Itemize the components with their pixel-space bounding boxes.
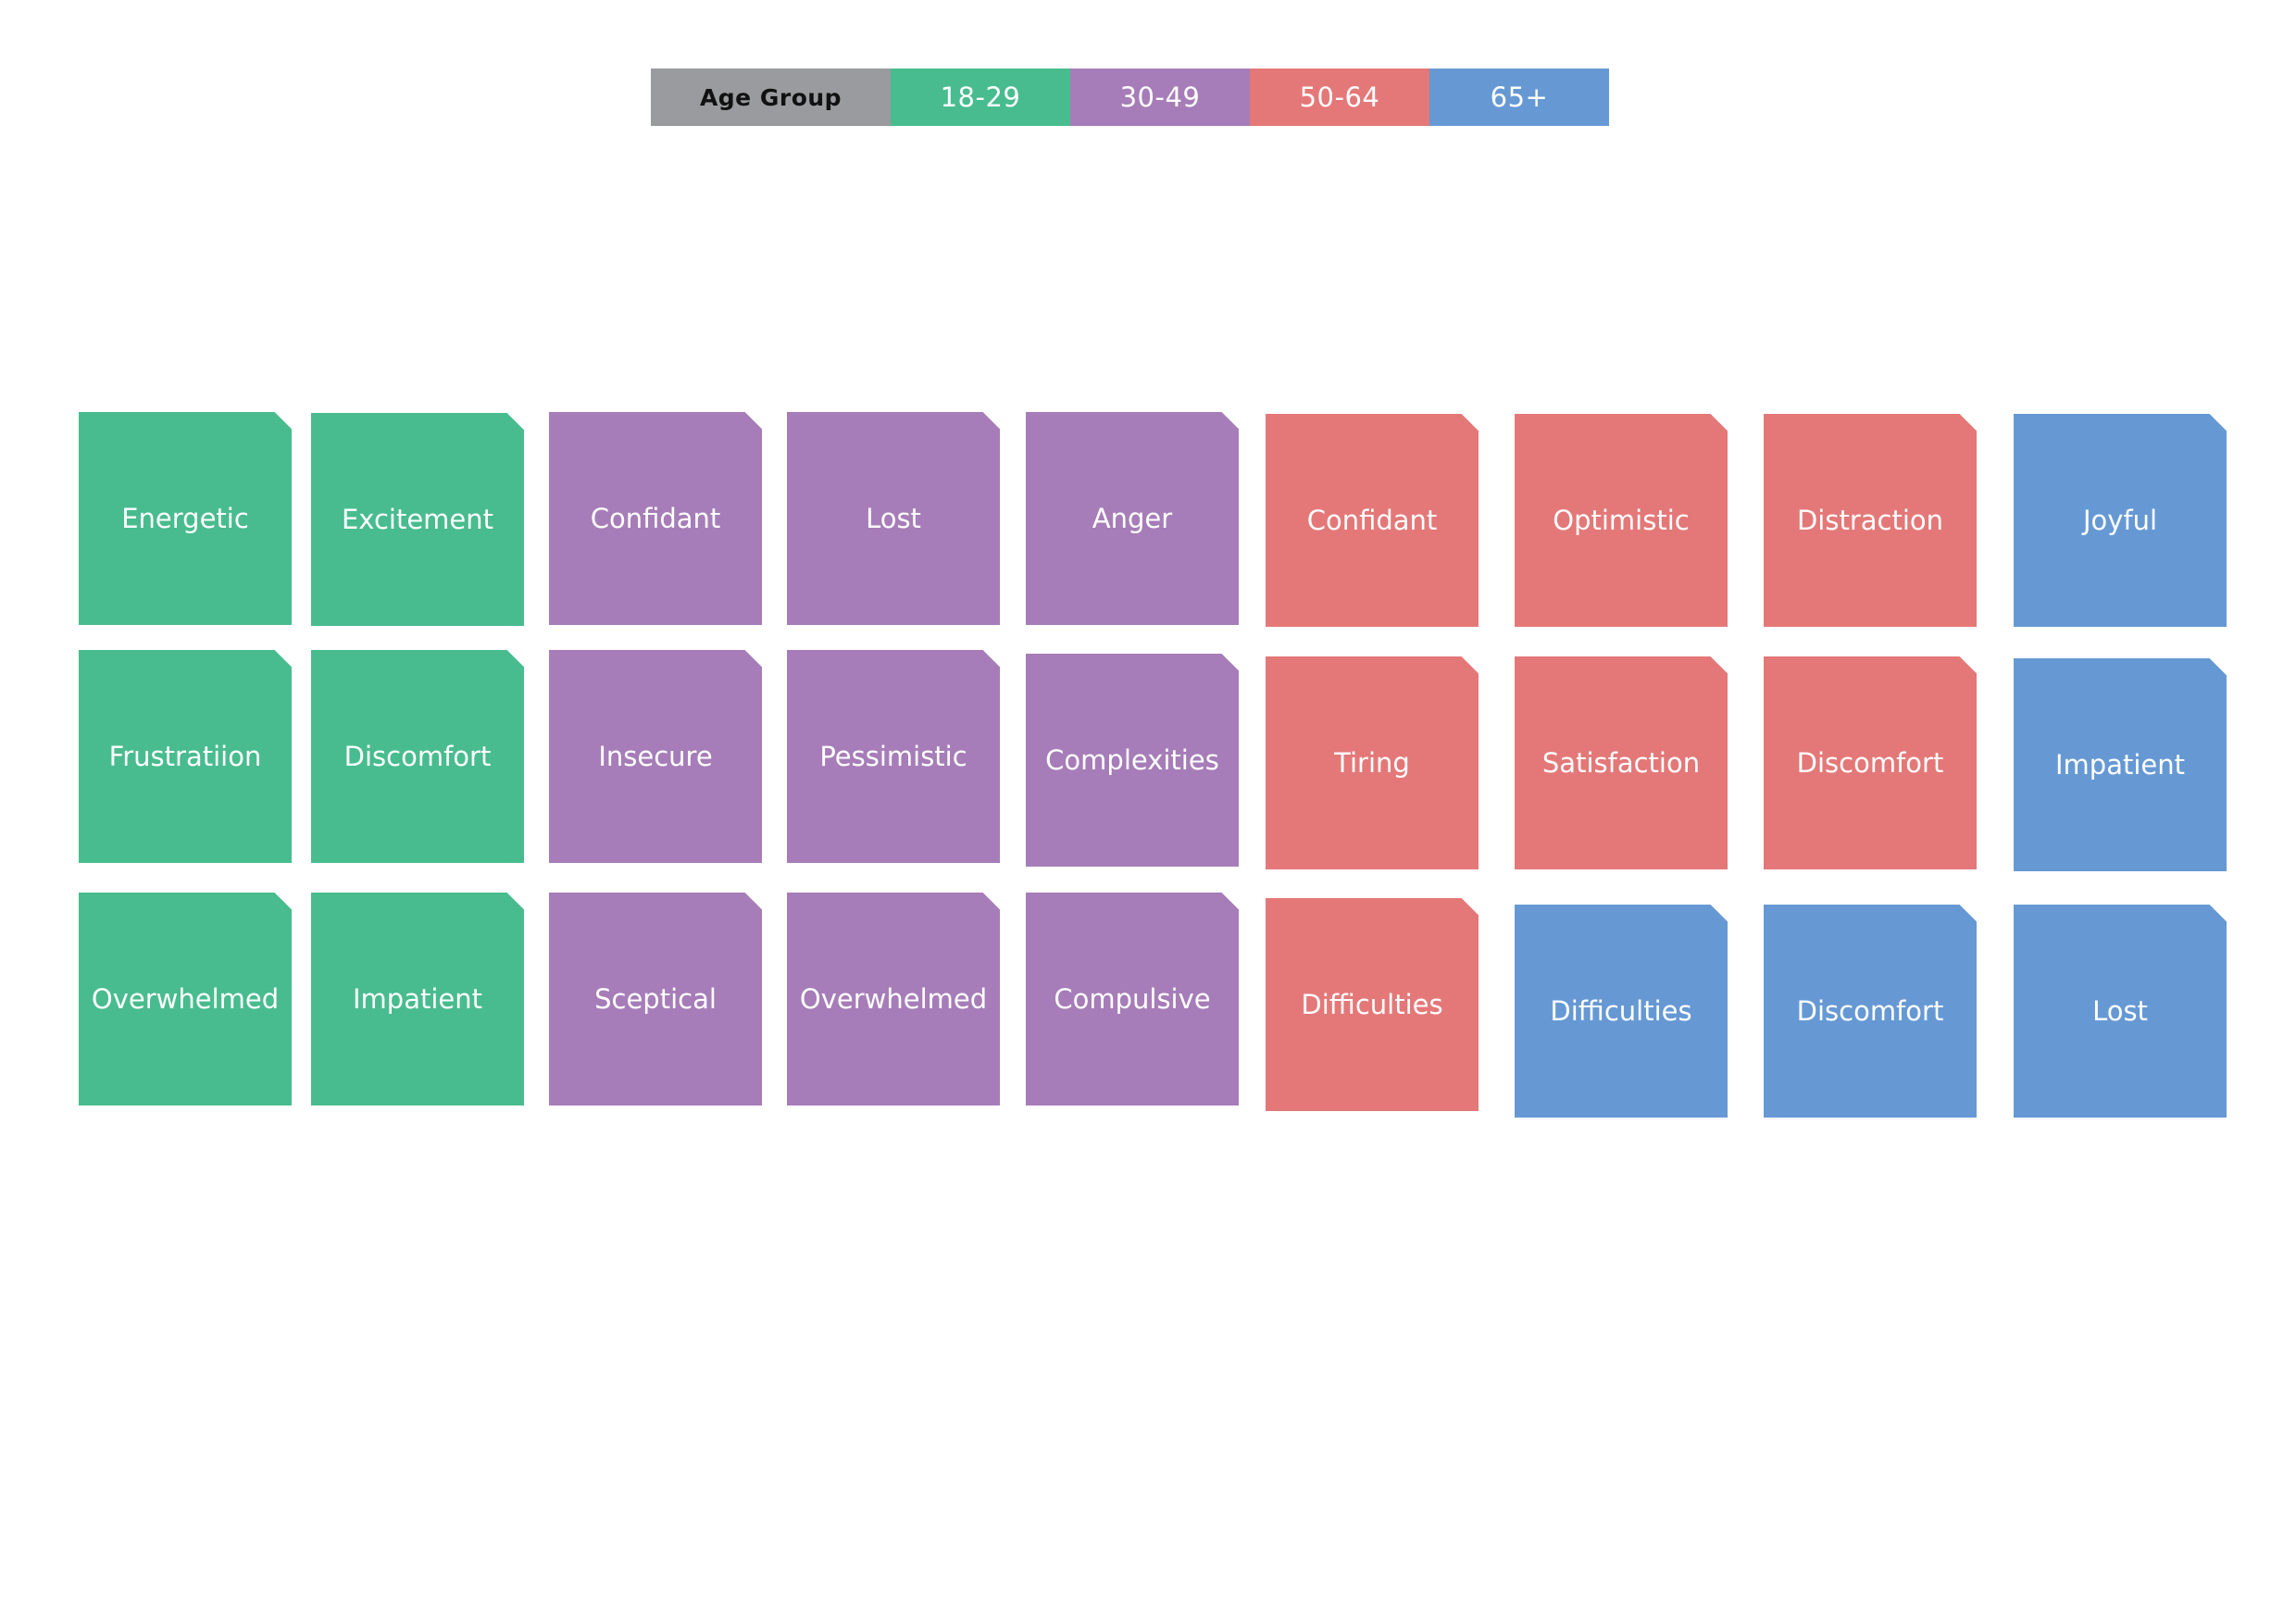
- sticky-note-label: Tiring: [1334, 747, 1410, 779]
- sticky-note[interactable]: Confidant: [549, 412, 762, 625]
- sticky-note-label: Excitement: [341, 504, 494, 535]
- sticky-note-label: Insecure: [598, 741, 713, 772]
- sticky-note[interactable]: Lost: [2014, 905, 2227, 1118]
- sticky-note[interactable]: Discomfort: [1764, 656, 1977, 869]
- sticky-note-label: Distraction: [1796, 505, 1944, 536]
- sticky-note[interactable]: Complexities: [1026, 654, 1239, 867]
- sticky-note[interactable]: Overwhelmed: [79, 893, 292, 1106]
- sticky-note-label: Lost: [2092, 995, 2148, 1027]
- sticky-note-label: Optimistic: [1553, 505, 1690, 536]
- sticky-note[interactable]: Anger: [1026, 412, 1239, 625]
- sticky-note[interactable]: Difficulties: [1515, 905, 1728, 1118]
- sticky-note[interactable]: Overwhelmed: [787, 893, 1000, 1106]
- sticky-note-label: Difficulties: [1550, 995, 1692, 1027]
- age-group-legend: Age Group 18-29 30-49 50-64 65+: [651, 69, 1609, 126]
- sticky-note[interactable]: Frustratiion: [79, 650, 292, 863]
- sticky-note-label: Complexities: [1045, 744, 1219, 776]
- sticky-note[interactable]: Satisfaction: [1515, 656, 1728, 869]
- sticky-note[interactable]: Tiring: [1266, 656, 1479, 869]
- sticky-note-label: Overwhelmed: [91, 983, 280, 1015]
- sticky-note[interactable]: Insecure: [549, 650, 762, 863]
- sticky-note[interactable]: Joyful: [2014, 414, 2227, 627]
- legend-group-65-plus: 65+: [1429, 69, 1609, 126]
- sticky-note[interactable]: Sceptical: [549, 893, 762, 1106]
- sticky-note-label: Confidant: [1306, 505, 1438, 536]
- sticky-note-label: Anger: [1092, 503, 1173, 534]
- sticky-note[interactable]: Discomfort: [311, 650, 524, 863]
- sticky-note[interactable]: Difficulties: [1266, 898, 1479, 1111]
- sticky-note-label: Lost: [866, 503, 921, 534]
- sticky-note-label: Sceptical: [594, 983, 717, 1015]
- sticky-note-label: Difficulties: [1301, 989, 1443, 1020]
- sticky-note-label: Overwhelmed: [799, 983, 988, 1015]
- legend-title: Age Group: [651, 69, 891, 126]
- sticky-note-label: Impatient: [352, 983, 482, 1015]
- sticky-note-label: Compulsive: [1054, 983, 1211, 1015]
- sticky-note-label: Discomfort: [1796, 747, 1944, 779]
- sticky-note-label: Energetic: [121, 503, 249, 534]
- sticky-note-label: Joyful: [2082, 505, 2158, 536]
- sticky-note-label: Frustratiion: [108, 741, 262, 772]
- sticky-note[interactable]: Optimistic: [1515, 414, 1728, 627]
- sticky-note[interactable]: Confidant: [1266, 414, 1479, 627]
- sticky-note[interactable]: Impatient: [311, 893, 524, 1106]
- legend-group-18-29: 18-29: [891, 69, 1070, 126]
- legend-group-50-64: 50-64: [1250, 69, 1429, 126]
- sticky-note[interactable]: Excitement: [311, 413, 524, 626]
- legend-group-30-49: 30-49: [1070, 69, 1250, 126]
- sticky-note[interactable]: Lost: [787, 412, 1000, 625]
- sticky-note[interactable]: Impatient: [2014, 658, 2227, 871]
- sticky-note[interactable]: Distraction: [1764, 414, 1977, 627]
- sticky-note-label: Discomfort: [1796, 995, 1944, 1027]
- sticky-note-label: Confidant: [590, 503, 721, 534]
- sticky-note[interactable]: Discomfort: [1764, 905, 1977, 1118]
- sticky-note-label: Impatient: [2054, 749, 2185, 781]
- sticky-note[interactable]: Compulsive: [1026, 893, 1239, 1106]
- sticky-note-label: Satisfaction: [1541, 747, 1701, 779]
- sticky-note[interactable]: Energetic: [79, 412, 292, 625]
- sticky-note-label: Pessimistic: [819, 741, 967, 772]
- sticky-note-label: Discomfort: [343, 741, 492, 772]
- sticky-note[interactable]: Pessimistic: [787, 650, 1000, 863]
